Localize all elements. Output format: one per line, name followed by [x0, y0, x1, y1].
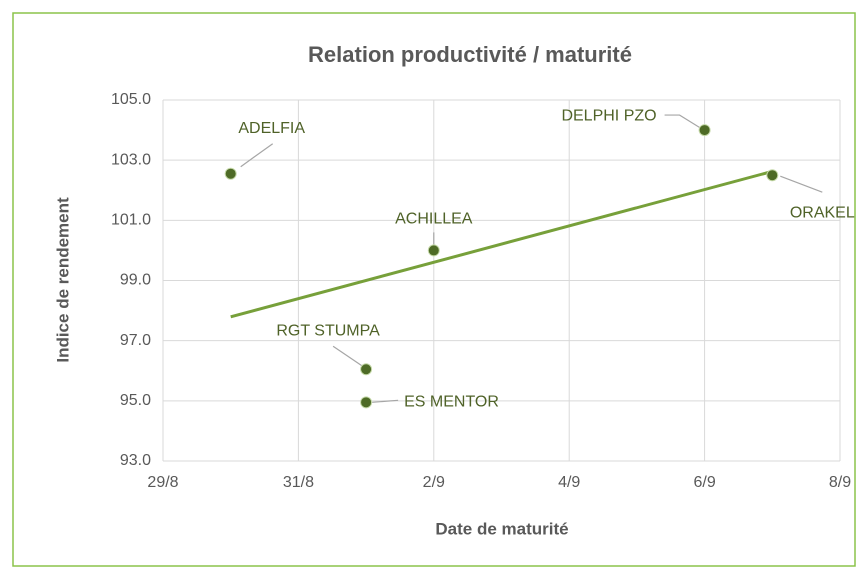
x-tick-label: 4/9 [558, 474, 580, 491]
point-label: ADELFIA [238, 120, 305, 137]
x-axis-title: Date de maturité [435, 519, 568, 538]
point-label: ORAKEL [790, 204, 855, 221]
point-label: ES MENTOR [404, 394, 499, 411]
point-label: DELPHI PZO [561, 107, 656, 124]
x-tick-label: 8/9 [829, 474, 851, 491]
y-tick-label: 95.0 [120, 392, 151, 409]
chart-title: Relation productivité / maturité [308, 42, 632, 67]
y-axis-title: Indice de rendement [53, 197, 72, 363]
x-tick-label: 6/9 [693, 474, 715, 491]
y-tick-label: 101.0 [111, 212, 151, 229]
y-tick-label: 103.0 [111, 151, 151, 168]
x-tick-label: 2/9 [423, 474, 445, 491]
y-tick-label: 93.0 [120, 452, 151, 469]
x-tick-label: 31/8 [283, 474, 314, 491]
leader-line [780, 175, 823, 193]
point [766, 169, 779, 182]
point-label: RGT STUMPA [276, 322, 380, 339]
point [427, 244, 440, 257]
point [224, 167, 237, 180]
leader-line [332, 345, 365, 368]
trendline [230, 169, 773, 319]
point [698, 124, 711, 137]
y-tick-label: 97.0 [120, 332, 151, 349]
point-label: ACHILLEA [395, 211, 473, 228]
x-tick-label: 29/8 [147, 474, 178, 491]
point [360, 363, 373, 376]
point [360, 396, 373, 409]
leader-line [372, 399, 399, 403]
leader-line [664, 114, 701, 129]
y-tick-label: 105.0 [111, 91, 151, 108]
leader-line [240, 143, 274, 168]
y-tick-label: 99.0 [120, 272, 151, 289]
